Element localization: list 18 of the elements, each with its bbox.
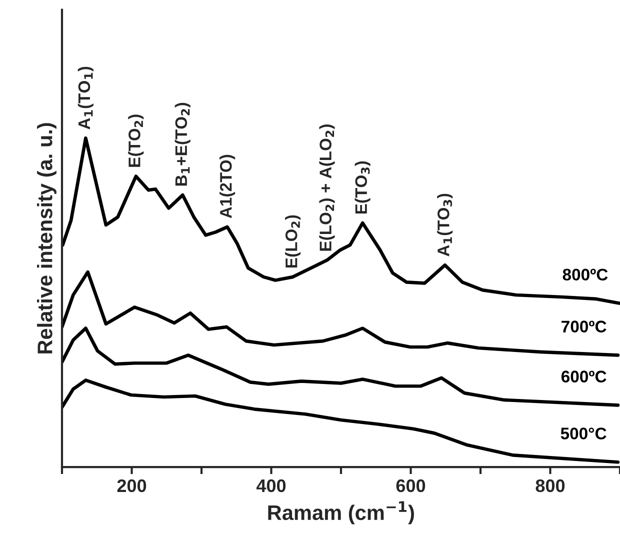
annotation: E(LO$_{2}$) (285, 215, 301, 268)
x-tick-label: 600 (396, 479, 426, 492)
annotation: E(LO$_{2}$) + A(LO$_{2}$) (319, 124, 335, 251)
series-label: 600ºC (561, 370, 606, 382)
annotation: A$_{1}$(TO$_{3}$) (437, 194, 453, 256)
series-label: 500°C (560, 428, 606, 440)
annotation: E(TO$_{3}$) (354, 161, 370, 214)
annotation: B$_{1}$+E(TO$_{2}$) (174, 102, 190, 186)
annotation: E(TO$_{2}$) (128, 114, 144, 167)
x-tick-label: 200 (117, 479, 146, 492)
x-tick-label: 800 (536, 479, 565, 492)
series-label: 800ºC (562, 268, 608, 281)
series-label: 700ºC (562, 320, 606, 332)
y-axis-title: Relative intensity (a. u.) (37, 123, 56, 354)
annotation: A$_{1}$(TO$_{1}$) (78, 66, 94, 130)
annotation: A1(2TO) (220, 154, 236, 218)
x-tick-label: 400 (256, 479, 286, 492)
x-axis-title: Ramam (cm$^{−1}$) (268, 501, 414, 524)
